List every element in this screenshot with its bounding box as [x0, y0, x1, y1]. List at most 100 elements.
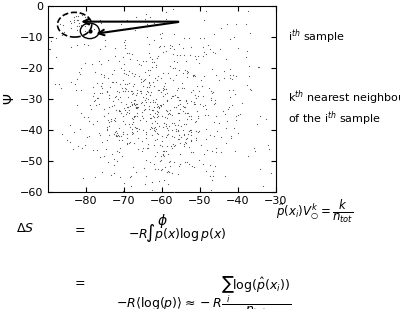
Point [122, 112, 129, 117]
Point [61, 29, 68, 34]
Point [164, 70, 171, 75]
Point [101, 114, 108, 119]
Point [104, 127, 110, 132]
Point [118, 137, 125, 142]
Point [198, 78, 204, 83]
Point [158, 154, 164, 159]
Point [86, 103, 93, 108]
Point [146, 107, 152, 112]
Point [161, 121, 168, 126]
Point [151, 128, 158, 133]
Point [127, 183, 134, 188]
Point [166, 42, 173, 47]
Point [167, 108, 173, 113]
Point [104, 138, 110, 143]
Point [200, 104, 206, 108]
Point [150, 37, 157, 42]
Point [209, 149, 216, 154]
Point [197, 36, 204, 40]
Point [162, 114, 168, 119]
Point [164, 97, 170, 102]
Point [192, 119, 199, 124]
Point [91, 91, 97, 96]
Point [182, 139, 188, 144]
Point [147, 54, 154, 59]
Point [146, 103, 152, 108]
Text: $-R\!\int p(x)\log p(x)$: $-R\!\int p(x)\log p(x)$ [128, 222, 226, 244]
Point [131, 101, 138, 106]
Point [256, 113, 263, 118]
Point [121, 40, 127, 45]
Point [175, 127, 181, 132]
Point [117, 175, 123, 180]
Point [128, 91, 135, 96]
Point [174, 95, 180, 100]
Point [138, 100, 144, 105]
Point [218, 150, 224, 155]
Point [68, 25, 74, 30]
Point [149, 180, 156, 185]
Point [124, 110, 130, 115]
Point [156, 105, 162, 110]
Point [74, 17, 80, 22]
Point [175, 122, 182, 127]
Point [72, 82, 78, 87]
Point [116, 89, 122, 94]
Point [210, 173, 216, 178]
Point [181, 35, 188, 40]
Point [244, 8, 251, 13]
Point [113, 79, 120, 84]
Point [121, 180, 128, 185]
Point [93, 103, 99, 108]
Point [144, 142, 151, 146]
Point [106, 104, 112, 109]
Point [68, 80, 74, 85]
Y-axis label: $\Psi$: $\Psi$ [3, 93, 17, 105]
Point [111, 118, 117, 123]
Point [103, 125, 110, 129]
Point [140, 83, 146, 88]
Point [201, 36, 207, 41]
Point [146, 50, 152, 55]
Point [147, 93, 153, 98]
Point [160, 87, 167, 92]
Point [116, 108, 122, 113]
Point [165, 111, 171, 116]
Point [181, 141, 188, 146]
Point [166, 164, 173, 169]
Point [224, 22, 231, 27]
Point [180, 52, 187, 57]
Point [264, 142, 271, 147]
Point [147, 159, 153, 164]
Point [142, 136, 149, 141]
Point [167, 112, 174, 117]
Point [159, 144, 166, 149]
Point [182, 67, 188, 72]
Point [132, 28, 138, 33]
Point [192, 135, 199, 140]
Point [174, 53, 180, 58]
Point [151, 125, 158, 130]
Point [155, 167, 161, 171]
Point [154, 105, 160, 110]
Point [176, 41, 182, 46]
Point [70, 147, 76, 152]
Point [154, 111, 160, 116]
Point [57, 22, 64, 27]
Point [233, 118, 239, 123]
Point [194, 116, 201, 121]
Point [147, 92, 153, 97]
Point [229, 88, 236, 93]
Point [75, 14, 81, 19]
Point [47, 46, 53, 51]
Point [164, 132, 170, 137]
Point [140, 115, 146, 120]
Point [84, 134, 91, 139]
Point [105, 117, 112, 122]
Point [181, 104, 188, 109]
Point [130, 116, 136, 121]
Point [111, 68, 117, 73]
Point [74, 27, 80, 32]
Point [133, 110, 140, 115]
Point [74, 24, 80, 29]
